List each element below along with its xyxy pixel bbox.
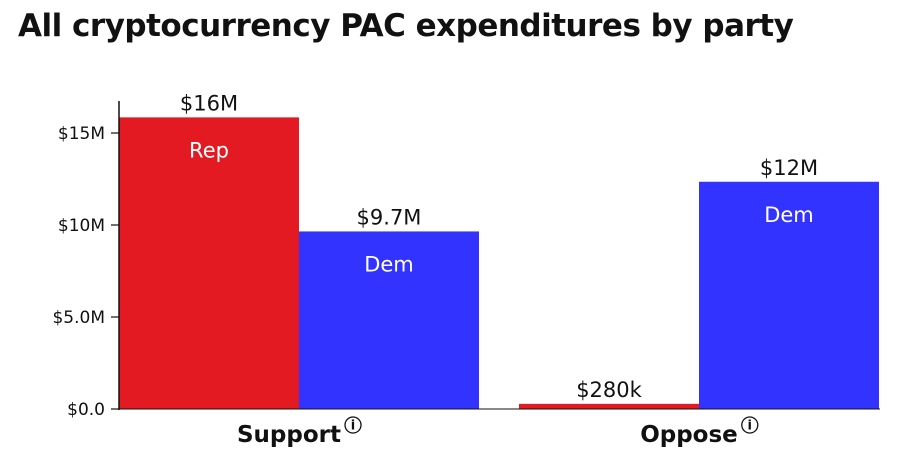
- category-label-support: Support: [237, 422, 341, 448]
- info-icon: [344, 416, 362, 434]
- info-icon-glyph: i: [748, 419, 752, 434]
- y-tick-label: $15M: [58, 124, 105, 144]
- info-icon-glyph: i: [351, 419, 355, 434]
- y-tick-label: $0.0: [67, 400, 105, 420]
- chart-title: All cryptocurrency PAC expenditures by p…: [18, 8, 794, 44]
- bar-rep-support: [119, 117, 299, 410]
- data-label-rep-oppose: $280k: [576, 378, 642, 402]
- category-label-oppose: Oppose: [640, 422, 738, 448]
- bar-dem-support: [299, 231, 479, 409]
- y-tick-label: $5.0M: [52, 308, 105, 328]
- series-label-rep-support: Rep: [189, 138, 229, 162]
- info-icon: [741, 416, 759, 434]
- series-label-dem-support: Dem: [364, 252, 414, 276]
- data-label-dem-support: $9.7M: [357, 205, 422, 229]
- data-label-dem-oppose: $12M: [760, 156, 818, 180]
- bar-rep-oppose: [519, 403, 699, 409]
- data-label-rep-support: $16M: [180, 91, 238, 115]
- y-tick-label: $10M: [58, 216, 105, 236]
- series-label-dem-oppose: Dem: [764, 203, 814, 227]
- bar-dem-oppose: [699, 181, 879, 409]
